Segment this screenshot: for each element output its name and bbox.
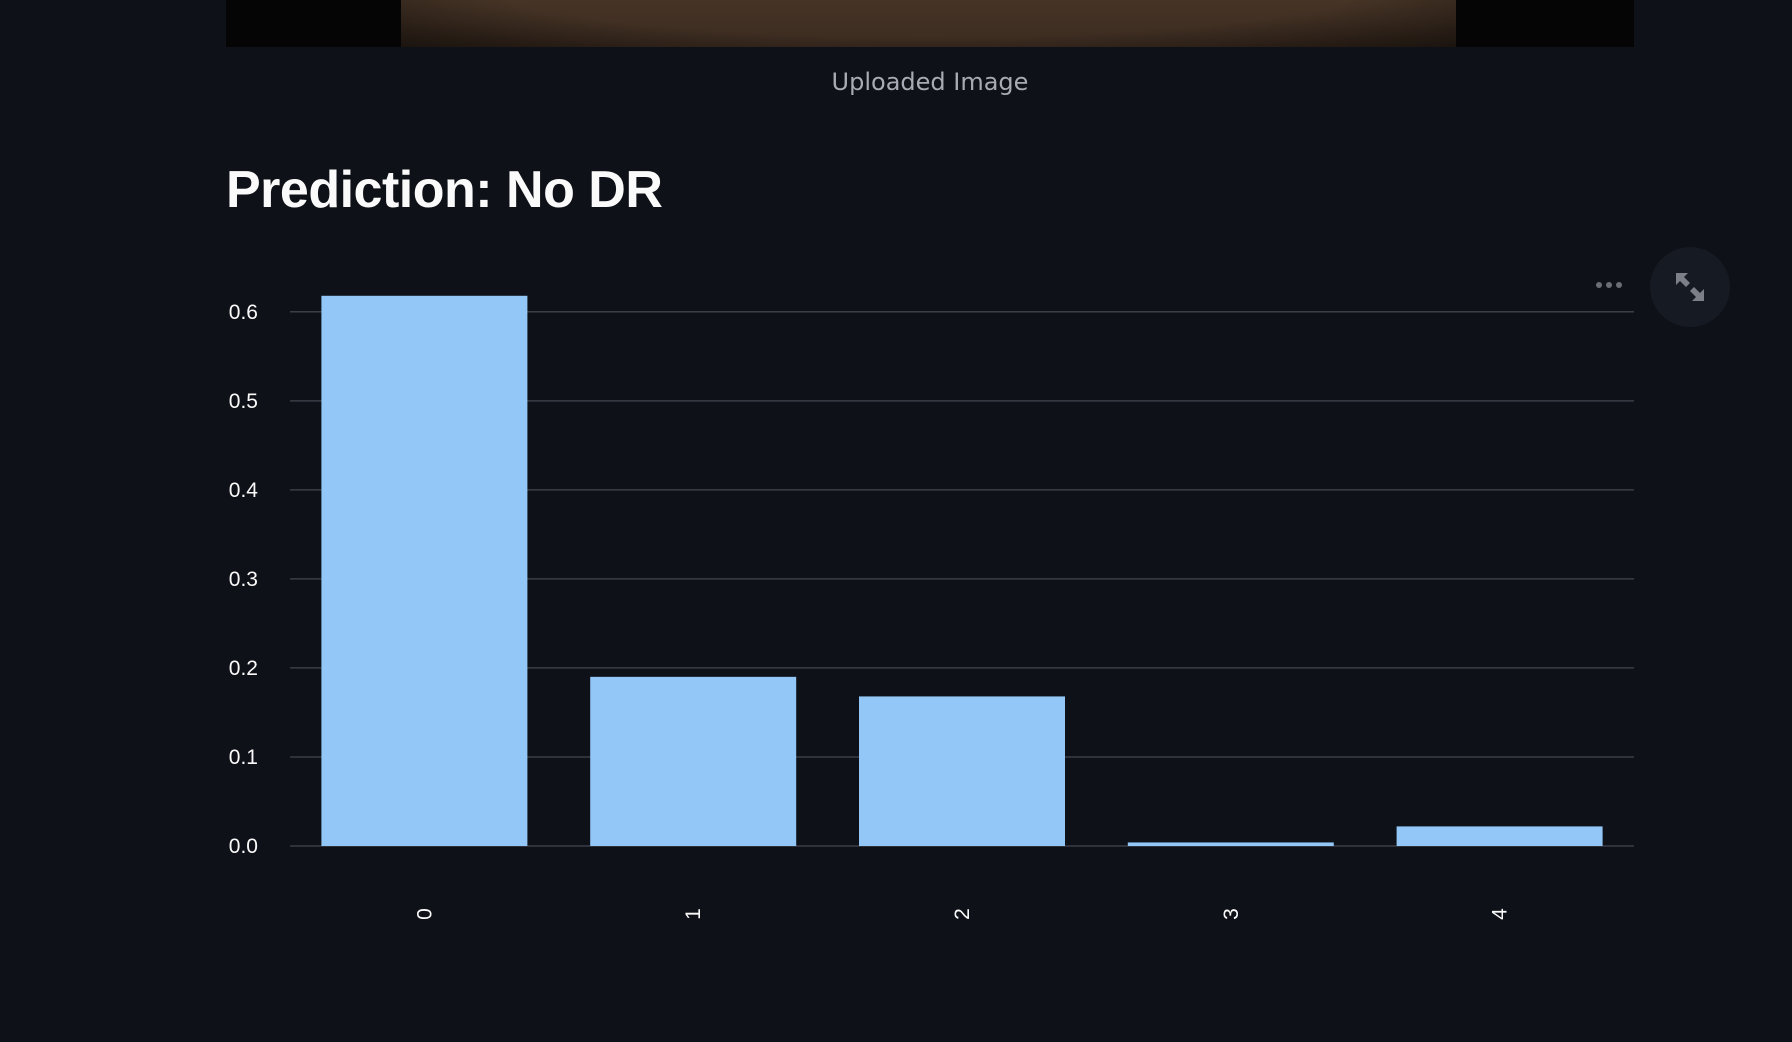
bar-2[interactable] [859,696,1065,846]
y-tick-label: 0.2 [229,657,258,680]
bar-0[interactable] [321,295,528,846]
y-tick-label: 0.6 [229,301,258,324]
image-caption: Uploaded Image [831,68,1029,96]
x-tick-label: 1 [682,908,705,920]
expand-icon [1676,273,1704,301]
y-tick-label: 0.3 [229,568,258,591]
bar-1[interactable] [590,676,797,846]
y-tick-label: 0.5 [229,390,258,413]
x-tick-label: 3 [1220,908,1243,920]
x-tick-label: 4 [1489,908,1512,920]
y-tick-label: 0.0 [229,835,258,858]
prediction-heading: Prediction: No DR [226,161,663,219]
more-dot [1606,282,1612,288]
x-tick-label: 2 [951,908,974,920]
y-axis-ticks: 0.0 0.1 0.2 0.3 0.4 0.5 0.6 [229,301,259,858]
bar-4[interactable] [1396,826,1603,846]
chart-menu-button[interactable] [1592,270,1626,300]
y-tick-label: 0.1 [229,746,258,769]
fundus-vignette [401,0,1456,47]
bar-3[interactable] [1127,842,1334,846]
fullscreen-button[interactable] [1650,247,1730,327]
x-tick-label: 0 [413,908,436,920]
y-tick-label: 0.4 [229,479,259,502]
x-axis-ticks: 0 1 2 3 4 [413,908,1511,920]
more-dot [1616,282,1622,288]
more-horizontal-icon [1596,282,1602,288]
bars-layer [321,295,1603,846]
uploaded-image [226,0,1634,47]
